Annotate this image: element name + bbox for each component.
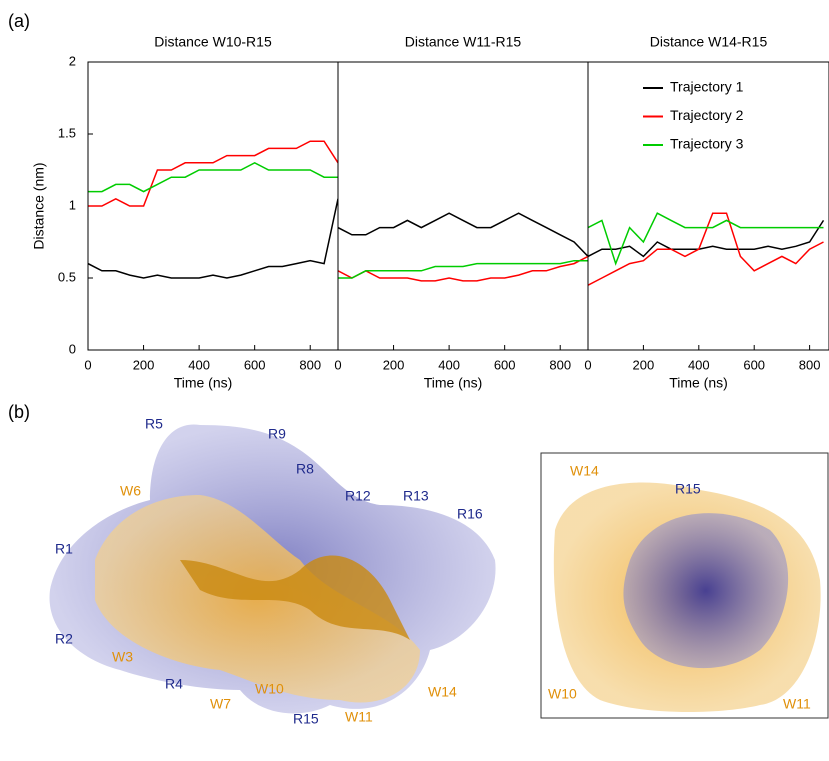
x-tick-label: 600	[494, 357, 516, 372]
residue-label: W7	[210, 696, 231, 712]
residue-label: R13	[403, 488, 429, 504]
plot-frame	[337, 61, 589, 351]
residue-label: W10	[255, 681, 284, 697]
residue-label: R15	[293, 711, 319, 727]
chart-title: Distance W14-R15	[650, 34, 768, 50]
panel-label: (b)	[8, 402, 30, 422]
x-axis-label: Time (ns)	[174, 375, 233, 391]
residue-label: R4	[165, 676, 183, 692]
plot-area	[88, 140, 338, 279]
x-tick-label: 800	[549, 357, 571, 372]
residue-label: W10	[548, 686, 577, 702]
residue-label: R12	[345, 488, 371, 504]
trajectory-line	[88, 161, 338, 193]
legend-label: Trajectory 2	[670, 107, 744, 123]
residue-label: W14	[570, 463, 599, 479]
trajectory-line	[338, 259, 588, 279]
residue-label: W6	[120, 483, 141, 499]
residue-label: R8	[296, 461, 314, 477]
structure-art	[49, 424, 829, 719]
plot-area	[588, 212, 825, 286]
trajectory-line	[588, 219, 825, 258]
x-axis-label: Time (ns)	[424, 375, 483, 391]
residue-label: R9	[268, 426, 286, 442]
trajectory-line	[338, 212, 588, 257]
panel-label: (a)	[8, 11, 30, 31]
x-tick-label: 200	[133, 357, 155, 372]
y-axis-label: Distance (nm)	[31, 162, 47, 249]
x-tick-label: 400	[188, 357, 210, 372]
x-tick-label: 400	[438, 357, 460, 372]
trajectory-line	[588, 212, 824, 286]
x-tick-label: 200	[633, 357, 655, 372]
plot-frame	[587, 61, 829, 351]
x-tick-label: 800	[299, 357, 321, 372]
x-tick-label: 800	[799, 357, 821, 372]
residue-label: R1	[55, 541, 73, 557]
plot-area	[338, 212, 588, 282]
x-tick-label: 600	[244, 357, 266, 372]
trajectory-line	[88, 198, 338, 279]
trajectory-line	[338, 255, 588, 282]
x-axis-label: Time (ns)	[669, 375, 728, 391]
y-tick-label: 0	[69, 341, 76, 356]
x-tick-label: 0	[584, 357, 591, 372]
legend-label: Trajectory 3	[670, 136, 744, 152]
residue-label: R16	[457, 506, 483, 522]
y-tick-label: 2	[69, 53, 76, 68]
plot-frame	[87, 61, 339, 351]
residue-label: R5	[145, 416, 163, 432]
residue-label: R2	[55, 631, 73, 647]
residue-label: W3	[112, 649, 133, 665]
residue-label: W14	[428, 684, 457, 700]
y-tick-label: 1.5	[58, 125, 76, 140]
residue-label: W11	[783, 696, 811, 712]
x-tick-label: 400	[688, 357, 710, 372]
legend-label: Trajectory 1	[670, 79, 744, 95]
x-tick-label: 200	[383, 357, 405, 372]
y-tick-label: 0.5	[58, 269, 76, 284]
y-tick-label: 1	[69, 197, 76, 212]
trajectory-line	[88, 140, 338, 207]
x-tick-label: 0	[84, 357, 91, 372]
chart-title: Distance W10-R15	[154, 34, 272, 50]
trajectory-line	[588, 212, 824, 266]
residue-label: W11	[345, 709, 373, 725]
chart-title: Distance W11-R15	[405, 34, 522, 50]
residue-label: R15	[675, 481, 701, 497]
x-tick-label: 0	[334, 357, 341, 372]
x-tick-label: 600	[743, 357, 765, 372]
